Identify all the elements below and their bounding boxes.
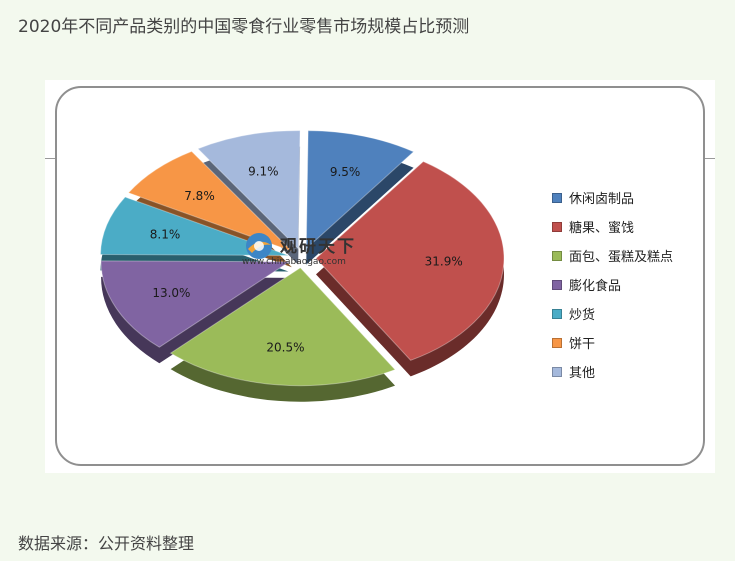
pie-slice [305, 130, 415, 250]
legend-swatch [552, 192, 562, 203]
legend-item: 其他 [552, 357, 673, 386]
legend-swatch [552, 279, 562, 290]
pie-tops [99, 130, 505, 387]
pie-slice [169, 267, 396, 387]
legend-label: 膨化食品 [569, 279, 622, 294]
watermark-url: www.chinabaogao.com [242, 257, 346, 267]
tick-mark-left [45, 158, 55, 159]
legend-item: 膨化食品 [552, 270, 673, 299]
pie-slice-label: 8.1% [150, 228, 181, 242]
chart-legend: 休闲卤制品 糖果、蜜饯 面包、蛋糕及糕点 膨化食品 炒货 饼干 其他 [552, 183, 673, 386]
legend-swatch [552, 337, 562, 348]
legend-item: 糖果、蜜饯 [552, 212, 673, 241]
tick-mark-right [705, 158, 715, 159]
legend-label: 休闲卤制品 [569, 192, 635, 207]
watermark-logo-icon [246, 233, 272, 259]
watermark: 观研天下 www.chinabaogao.com [240, 228, 390, 272]
pie-slice [100, 260, 291, 348]
pie-slice [99, 196, 289, 256]
watermark-brand: 观研天下 [280, 237, 356, 257]
legend-label: 饼干 [569, 337, 596, 352]
page-title: 2020年不同产品类别的中国零食行业零售市场规模占比预测 [18, 17, 470, 37]
legend-item: 面包、蛋糕及糕点 [552, 241, 673, 270]
pie-slice [197, 130, 301, 250]
pie-labels: 9.5% 31.9% 20.5% 13.0% 8.1% 7.8% 9.1% [150, 164, 463, 354]
legend-label: 糖果、蜜饯 [569, 221, 635, 236]
legend-label: 其他 [569, 366, 596, 381]
legend-swatch [552, 221, 562, 232]
legend-item: 炒货 [552, 299, 673, 328]
pie-slice-label: 7.8% [184, 189, 215, 203]
legend-swatch [552, 250, 562, 261]
pie-slice-label: 31.9% [425, 255, 463, 269]
legend-item: 饼干 [552, 328, 673, 357]
pie-slice-label: 20.5% [266, 340, 304, 354]
pie-slice-label: 9.5% [330, 165, 361, 179]
source-note: 数据来源：公开资料整理 [18, 534, 195, 553]
legend-label: 炒货 [569, 308, 596, 323]
pie-slice-label: 9.1% [248, 164, 279, 178]
pie-slice [127, 150, 293, 252]
pie-slice-label: 13.0% [152, 286, 190, 300]
pie-slice [315, 160, 505, 361]
legend-swatch [552, 366, 562, 377]
legend-swatch [552, 308, 562, 319]
legend-item: 休闲卤制品 [552, 183, 673, 212]
legend-label: 面包、蛋糕及糕点 [569, 250, 674, 265]
